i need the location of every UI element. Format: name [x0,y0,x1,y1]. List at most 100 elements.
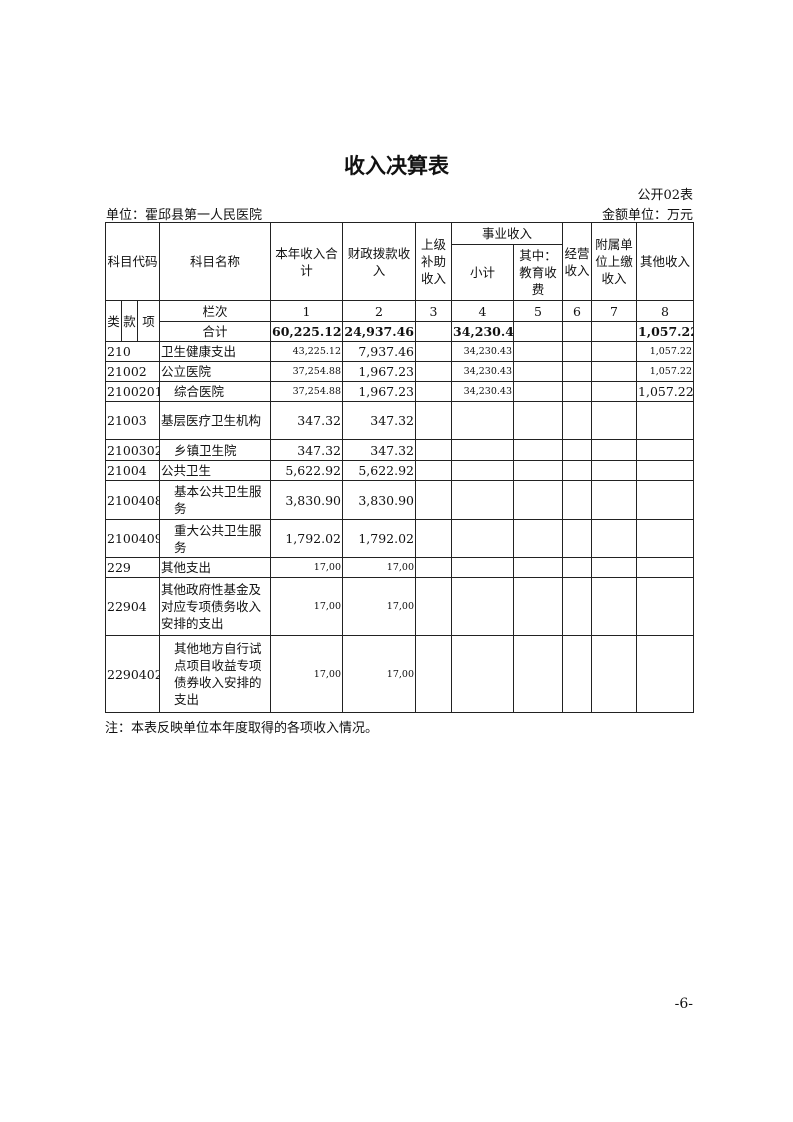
row-code: 22904 [105,577,160,636]
row-edu [512,635,564,713]
row-code: 229 [105,557,160,578]
row-total: 347.32 [270,439,343,461]
row-code: 210 [105,341,160,362]
row-total: 17,00 [270,557,343,578]
sum-row: 合计 60,225.12 24,937.46 34,230.43 1,057.2… [106,321,695,342]
row-total: 37,254.88 [270,381,343,402]
sum-label: 合计 [159,321,271,342]
row-operating [562,401,593,440]
row-subtotal [451,439,514,461]
page-title: 收入决算表 [344,154,449,178]
row-other: 1,057.22 [636,381,695,402]
row-affiliated [591,401,638,440]
row-total: 3,830.90 [270,480,343,520]
row-superior [415,361,452,382]
row-subtotal [451,577,514,636]
row-other [636,557,695,578]
row-code: 2100302 [105,439,160,461]
col-num: 6 [562,300,593,322]
sum-total: 60,225.12 [270,321,343,342]
row-fiscal: 17,00 [342,557,416,578]
row-total: 5,622.92 [270,460,343,481]
col-num: 2 [342,300,416,322]
header-operating: 经营收入 [562,222,593,301]
row-code: 2290402 [105,635,160,713]
header-subtotal: 小计 [451,244,514,301]
header-lei: 类 [105,300,122,342]
row-fiscal: 1,967.23 [342,381,416,402]
row-code: 21003 [105,401,160,440]
row-code: 21004 [105,460,160,481]
footnote: 注：本表反映单位本年度取得的各项收入情况。 [105,721,379,736]
row-edu [512,381,564,402]
sum-subtotal: 34,230.43 [451,321,514,342]
table-row: 21004 公共卫生 5,622.92 5,622.92 [105,460,695,481]
row-operating [562,341,593,362]
row-name: 公共卫生 [159,460,271,481]
row-operating [562,381,593,402]
table-number: 公开02表 [637,188,693,203]
row-affiliated [591,439,638,461]
row-affiliated [591,577,638,636]
row-affiliated [591,635,638,713]
row-fiscal: 17,00 [342,577,416,636]
row-operating [562,439,593,461]
sum-fiscal: 24,937.46 [342,321,416,342]
row-other [636,401,695,440]
row-superior [415,635,452,713]
row-other [636,635,695,713]
row-total: 43,225.12 [270,341,343,362]
row-superior [415,460,452,481]
row-edu [512,519,564,558]
col-num: 3 [415,300,452,322]
income-table: 科目代码 科目名称 本年收入合计 财政拨款收入 上级补助收入 事业收入 经营收入… [105,222,695,713]
header-xiang: 项 [137,300,160,342]
header-other: 其他收入 [636,222,695,301]
header-edu: 其中：教育收费 [512,244,564,301]
row-total: 17,00 [270,635,343,713]
row-subtotal [451,460,514,481]
row-affiliated [591,341,638,362]
page-number: -6- [674,996,693,1012]
row-operating [562,635,593,713]
row-superior [415,401,452,440]
table-row: 229 其他支出 17,00 17,00 [105,557,695,578]
sum-other: 1,057.22 [636,321,695,342]
row-subtotal [451,635,514,713]
row-subtotal: 34,230.43 [451,381,514,402]
table-row: 2100302 乡镇卫生院 347.32 347.32 [105,439,695,461]
row-subtotal [451,401,514,440]
table-row: 22904 其他政府性基金及对应专项债务收入安排的支出 17,00 17,00 [105,577,695,636]
row-superior [415,480,452,520]
row-other [636,519,695,558]
col-num: 7 [591,300,638,322]
row-affiliated [591,381,638,402]
row-name: 乡镇卫生院 [159,439,271,461]
sum-superior [415,321,452,342]
row-subtotal: 34,230.43 [451,341,514,362]
row-superior [415,519,452,558]
sum-affiliated [591,321,638,342]
row-superior [415,439,452,461]
row-edu [512,361,564,382]
table-row: 2290402 其他地方自行试点项目收益专项债券收入安排的支出 17,00 17,00 [105,635,695,713]
row-superior [415,557,452,578]
row-subtotal [451,557,514,578]
row-code: 21002 [105,361,160,382]
row-total: 1,792.02 [270,519,343,558]
header-fiscal: 财政拨款收入 [342,222,416,301]
row-code: 2100409 [105,519,160,558]
sum-operating [562,321,593,342]
row-other [636,460,695,481]
row-name: 公立医院 [159,361,271,382]
unit-label: 单位：霍邱县第一人民医院 [106,208,263,223]
row-affiliated [591,361,638,382]
header-name: 科目名称 [159,222,271,301]
row-code: 2100408 [105,480,160,520]
header-kuan: 款 [121,300,138,342]
header-affiliated: 附属单位上缴收入 [591,222,638,301]
row-edu [512,341,564,362]
row-edu [512,480,564,520]
row-edu [512,460,564,481]
row-code: 2100201 [105,381,160,402]
